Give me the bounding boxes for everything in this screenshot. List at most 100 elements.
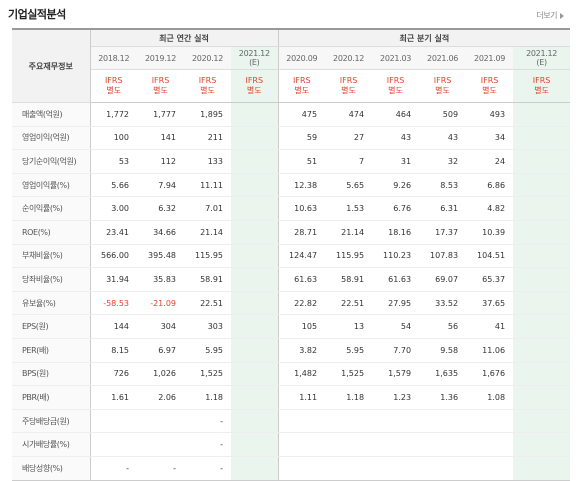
row-label: ROE(%)	[12, 220, 91, 245]
value-cell: 53	[90, 149, 137, 174]
row-label: EPS(원)	[12, 314, 91, 339]
value-cell	[90, 409, 137, 434]
accounting-standard-cell: IFRS 별도	[277, 69, 326, 103]
value-cell: 31.94	[90, 267, 137, 292]
value-cell	[513, 432, 571, 457]
value-cell: 28.71	[277, 220, 326, 245]
chevron-right-icon	[560, 12, 564, 19]
value-cell: 9.58	[419, 338, 467, 363]
value-cell: 7.01	[184, 196, 231, 221]
value-cell: 3.82	[277, 338, 326, 363]
period-header: 2018.12	[90, 46, 137, 70]
value-cell: 1.61	[90, 385, 137, 410]
table-row: PER(배) 8.15 6.97 5.95 3.82 5.95 7.70 9.58 11.06	[12, 338, 571, 363]
value-cell: 115.95	[184, 244, 231, 269]
value-cell: 33.52	[419, 291, 467, 316]
value-cell	[231, 385, 279, 410]
value-cell: 27	[325, 126, 373, 151]
value-cell: 1,525	[184, 362, 231, 387]
value-cell	[513, 362, 571, 387]
value-cell: 566.00	[90, 244, 137, 269]
value-cell: 21.14	[184, 220, 231, 245]
value-cell: 1,635	[419, 362, 467, 387]
value-cell: 6.32	[137, 196, 184, 221]
value-cell	[466, 432, 514, 457]
table-row: 당좌비율(%) 31.94 35.83 58.91 61.63 58.91 61.63 69.…	[12, 267, 571, 292]
value-cell: 58.91	[184, 267, 231, 292]
value-cell	[231, 291, 279, 316]
value-cell	[325, 409, 373, 434]
value-cell: 6.86	[466, 173, 514, 198]
value-cell: 5.95	[184, 338, 231, 363]
value-cell	[137, 432, 184, 457]
value-cell: 1,777	[137, 102, 184, 127]
row-label: 시가배당률(%)	[12, 432, 91, 457]
more-link[interactable]: 더보기	[536, 10, 564, 21]
value-cell	[137, 409, 184, 434]
value-cell: 1,525	[325, 362, 373, 387]
table-row: 영업이익률(%) 5.66 7.94 11.11 12.38 5.65 9.26 8.53 6.…	[12, 173, 571, 198]
value-cell	[231, 314, 279, 339]
value-cell: 6.31	[419, 196, 467, 221]
value-cell: 23.41	[90, 220, 137, 245]
value-cell: 5.95	[325, 338, 373, 363]
value-cell	[231, 362, 279, 387]
value-cell: 12.38	[277, 173, 326, 198]
value-cell: 124.47	[277, 244, 326, 269]
value-cell	[231, 149, 279, 174]
value-cell: 22.51	[325, 291, 373, 316]
value-cell	[419, 409, 467, 434]
value-cell: 41	[466, 314, 514, 339]
table-row: BPS(원) 726 1,026 1,525 1,482 1,525 1,579 1,635 1…	[12, 362, 571, 387]
value-cell: 211	[184, 126, 231, 151]
value-cell	[231, 456, 279, 481]
annual-group-header: 최근 연간 실적	[90, 28, 279, 47]
accounting-standard-cell: IFRS 별도	[419, 69, 467, 103]
value-cell	[419, 456, 467, 481]
period-header: 2020.12	[325, 46, 373, 70]
value-cell: 35.83	[137, 267, 184, 292]
period-header: 2021.12 (E)	[231, 46, 279, 70]
value-cell: 7.94	[137, 173, 184, 198]
accounting-standard-cell: IFRS 별도	[372, 69, 420, 103]
period-header: 2019.12	[137, 46, 184, 70]
table-row: EPS(원) 144 304 303 105 13 54 56 41	[12, 314, 571, 339]
value-cell	[513, 102, 571, 127]
table-row: 유보율(%) -58.53 -21.09 22.51 22.82 22.51 27.95 33…	[12, 291, 571, 316]
value-cell	[513, 314, 571, 339]
value-cell: 7	[325, 149, 373, 174]
value-cell	[513, 456, 571, 481]
value-cell	[513, 267, 571, 292]
table-row: ROE(%) 23.41 34.66 21.14 28.71 21.14 18.16 17.3…	[12, 220, 571, 245]
value-cell: 59	[277, 126, 326, 151]
value-cell: 141	[137, 126, 184, 151]
value-cell: -21.09	[137, 291, 184, 316]
value-cell: 1,676	[466, 362, 514, 387]
value-cell	[325, 456, 373, 481]
value-cell: -	[184, 409, 231, 434]
row-label: 영업이익률(%)	[12, 173, 91, 198]
value-cell: 43	[372, 126, 420, 151]
table-row: 배당성향(%) - - -	[12, 456, 571, 481]
row-label: BPS(원)	[12, 362, 91, 387]
value-cell	[231, 409, 279, 434]
period-header-row: 2018.12 2019.12 2020.12 2021.12 (E) 2020.09 20…	[12, 46, 571, 70]
value-cell: 56	[419, 314, 467, 339]
value-cell: 115.95	[325, 244, 373, 269]
value-cell: 32	[419, 149, 467, 174]
value-cell: 51	[277, 149, 326, 174]
value-cell	[277, 432, 326, 457]
financial-table: 주요재무정보 최근 연간 실적 최근 분기 실적 2018.12 2019.12 2020…	[12, 28, 571, 481]
accounting-standard-cell: IFRS 별도	[137, 69, 184, 103]
value-cell	[231, 220, 279, 245]
value-cell: -58.53	[90, 291, 137, 316]
table-row: 순이익률(%) 3.00 6.32 7.01 10.63 1.53 6.76 6.31 4.82	[12, 196, 571, 221]
row-label: 주당배당금(원)	[12, 409, 91, 434]
value-cell	[513, 220, 571, 245]
value-cell	[513, 149, 571, 174]
value-cell	[372, 456, 420, 481]
value-cell: 61.63	[277, 267, 326, 292]
value-cell: 110.23	[372, 244, 420, 269]
value-cell: 1.18	[184, 385, 231, 410]
value-cell: 1.23	[372, 385, 420, 410]
